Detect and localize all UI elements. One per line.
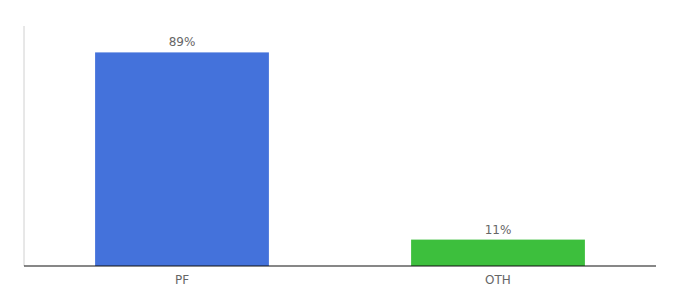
x-axis-line xyxy=(24,265,656,266)
x-tick-label: OTH xyxy=(485,273,511,287)
chart-container: 89% 11% PF OTH xyxy=(0,0,680,300)
x-tick-label: PF xyxy=(175,273,189,287)
bar xyxy=(95,52,269,266)
data-label: 89% xyxy=(169,35,196,49)
plot-area xyxy=(95,52,585,266)
chart: 89% 11% PF OTH xyxy=(0,0,680,300)
y-axis-line xyxy=(24,26,25,266)
data-label: 11% xyxy=(485,223,512,237)
bar xyxy=(411,240,585,266)
